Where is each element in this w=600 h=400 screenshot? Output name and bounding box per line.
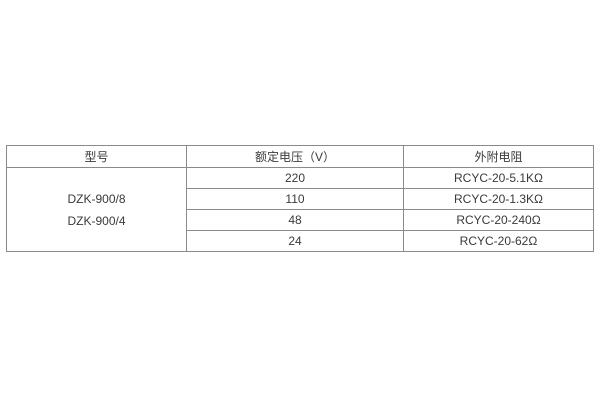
table-row: 24 RCYC-20-62Ω [7, 230, 594, 252]
header-model: 型号 [6, 145, 187, 168]
table-row: 110 RCYC-20-1.3KΩ [7, 188, 594, 210]
spec-table: 型号 额定电压（V） 外附电阻 DZK-900/8 DZK-900/4 220 … [6, 145, 594, 252]
model-line-1: DZK-900/8 [67, 191, 126, 206]
table-row: 48 RCYC-20-240Ω [7, 209, 594, 231]
resistance-cell: RCYC-20-5.1KΩ [403, 167, 594, 189]
resistance-cell: RCYC-20-240Ω [403, 209, 594, 231]
voltage-cell: 48 [186, 209, 404, 231]
table-row: DZK-900/8 DZK-900/4 220 RCYC-20-5.1KΩ [6, 167, 594, 252]
voltage-cell: 24 [186, 230, 404, 252]
header-row: 型号 额定电压（V） 外附电阻 [6, 145, 594, 168]
resistance-cell: RCYC-20-62Ω [403, 230, 594, 252]
voltage-cell: 110 [186, 188, 404, 210]
resistance-cell: RCYC-20-1.3KΩ [403, 188, 594, 210]
model-line-2: DZK-900/4 [67, 213, 126, 228]
model-cell: DZK-900/8 DZK-900/4 [6, 167, 187, 252]
header-rated-voltage: 额定电压（V） [186, 145, 404, 168]
voltage-cell: 220 [186, 167, 404, 189]
header-external-resistance: 外附电阻 [403, 145, 594, 168]
